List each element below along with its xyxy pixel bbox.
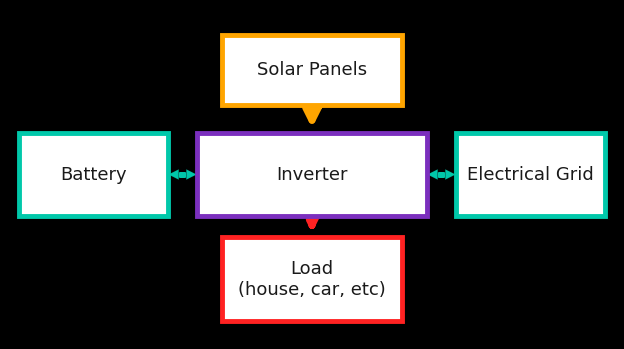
FancyBboxPatch shape xyxy=(456,133,605,216)
Text: Electrical Grid: Electrical Grid xyxy=(467,165,594,184)
Text: Load
(house, car, etc): Load (house, car, etc) xyxy=(238,260,386,299)
FancyBboxPatch shape xyxy=(19,133,168,216)
FancyBboxPatch shape xyxy=(222,35,402,105)
Text: Solar Panels: Solar Panels xyxy=(257,61,367,79)
Text: Inverter: Inverter xyxy=(276,165,348,184)
Text: Battery: Battery xyxy=(61,165,127,184)
FancyBboxPatch shape xyxy=(197,133,427,216)
FancyBboxPatch shape xyxy=(222,237,402,321)
